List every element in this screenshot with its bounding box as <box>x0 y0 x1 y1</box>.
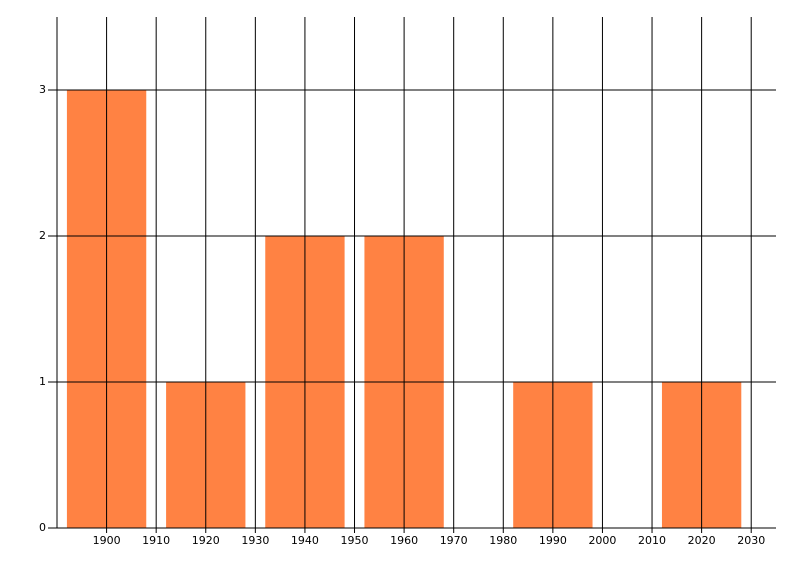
x-tick-label: 1910 <box>142 534 170 547</box>
x-tick-label: 1900 <box>93 534 121 547</box>
x-tick-label: 1950 <box>341 534 369 547</box>
x-tick-label: 2000 <box>588 534 616 547</box>
x-tick-label: 1970 <box>440 534 468 547</box>
y-tick-label: 0 <box>39 521 46 534</box>
x-tick-label: 1940 <box>291 534 319 547</box>
x-tick-label: 2020 <box>688 534 716 547</box>
x-tick-label: 1990 <box>539 534 567 547</box>
y-tick-label: 1 <box>39 375 46 388</box>
x-tick-label: 1930 <box>241 534 269 547</box>
x-tick-label: 1960 <box>390 534 418 547</box>
x-tick-label: 1920 <box>192 534 220 547</box>
x-tick-label: 2010 <box>638 534 666 547</box>
y-tick-label: 2 <box>39 229 46 242</box>
x-tick-label: 2030 <box>737 534 765 547</box>
x-tick-label: 1980 <box>489 534 517 547</box>
y-tick-label: 3 <box>39 83 46 96</box>
